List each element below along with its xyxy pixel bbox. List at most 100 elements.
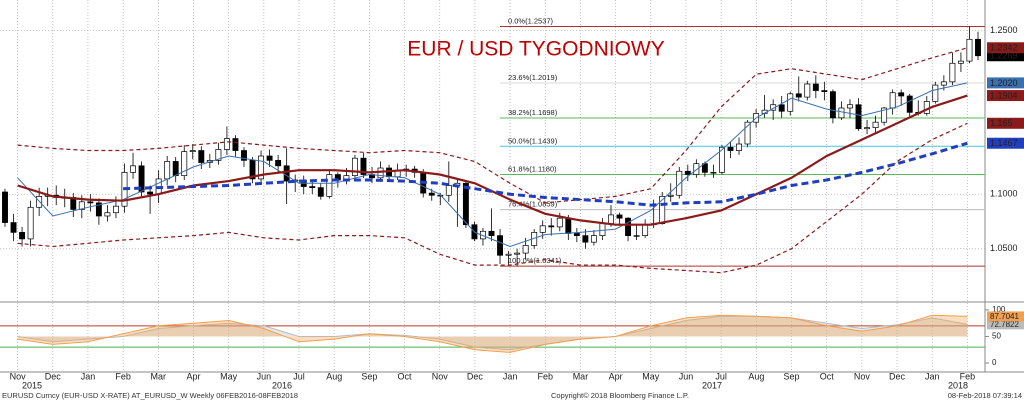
x-tick-label: Nov <box>854 371 871 381</box>
chart-title: EUR / USD TYGODNIOWY <box>407 38 664 61</box>
candle-body <box>957 60 964 64</box>
candle-body <box>2 191 8 223</box>
fib-label: 76.4%(1.0859) <box>508 200 558 209</box>
candle-body <box>573 233 580 236</box>
last-value-label: 1.165 <box>990 118 1013 128</box>
x-tick-label: Dec <box>45 371 62 381</box>
candle-body <box>975 38 981 57</box>
last-value-box <box>987 117 1024 129</box>
x-tick-label: Aug <box>326 371 342 381</box>
candle-body <box>565 217 572 234</box>
y-tick-label: 0 <box>992 358 997 367</box>
x-tick-label: Oct <box>820 371 835 381</box>
x-tick-label: Aug <box>748 371 764 381</box>
candle-body <box>812 83 819 91</box>
candle-body <box>795 93 802 98</box>
footer-left: EURUSD Curncy (EUR-USD X-RATE) AT_EURUSD… <box>2 391 298 400</box>
fib-label: 61.8%(1.1180) <box>508 165 557 174</box>
candle-body <box>582 235 589 243</box>
candle-body <box>428 192 435 196</box>
fib-label: 23.6%(1.2019) <box>508 73 558 82</box>
y-tick-label: 100 <box>992 305 1006 314</box>
candle-body <box>590 235 597 243</box>
candle-body <box>283 165 290 182</box>
indicator-line <box>17 94 968 226</box>
candle-body <box>872 121 879 128</box>
candle-body <box>642 224 649 236</box>
candle-body <box>616 214 623 219</box>
candle-body <box>693 163 700 175</box>
candle-body <box>10 222 17 233</box>
candle-body <box>19 232 26 240</box>
candle-body <box>906 95 913 113</box>
last-value-label: 1.2269 <box>990 51 1018 61</box>
candle-body <box>113 205 119 214</box>
candle-body <box>676 170 683 196</box>
candle-body <box>95 202 102 217</box>
y-tick-label: 1.2500 <box>990 25 1018 35</box>
last-value-box <box>987 90 1024 102</box>
x-tick-label: Apr <box>609 371 623 381</box>
oscillator-line <box>17 314 968 353</box>
candle-body <box>667 194 674 197</box>
fib-label: 50.0%(1.1439) <box>508 136 558 145</box>
x-tick-label: Jul <box>715 371 727 381</box>
candle-body <box>855 104 862 130</box>
candle-body <box>130 165 136 173</box>
candle-body <box>275 160 282 167</box>
x-tick-label: Nov <box>432 371 449 381</box>
x-tick-label: Apr <box>186 371 200 381</box>
candle-body <box>172 161 179 176</box>
candle-body <box>360 157 367 175</box>
candle-body <box>932 84 939 102</box>
fib-label: 100.0%(1.0341) <box>508 256 562 265</box>
candle-body <box>633 235 640 237</box>
candle-body <box>445 185 452 196</box>
x-tick-label: Oct <box>398 371 413 381</box>
oscillator-area <box>17 315 968 353</box>
candle-body <box>736 143 742 151</box>
candle-body <box>966 38 973 62</box>
candle-body <box>78 201 85 210</box>
candle-body <box>223 138 230 150</box>
year-label: 2015 <box>22 380 42 390</box>
candle-body <box>522 245 529 254</box>
candle-body <box>241 150 247 161</box>
candle-body <box>317 187 324 197</box>
x-tick-label: Nov <box>10 371 27 381</box>
candle-body <box>164 161 171 180</box>
last-value-label: 1.2020 <box>990 78 1018 88</box>
candle-body <box>462 182 469 226</box>
last-value-label: 1.1467 <box>990 138 1018 148</box>
indicator-line <box>17 47 968 204</box>
last-value-box <box>987 137 1024 149</box>
candle-body <box>847 104 853 109</box>
footer-right: 08-Feb-2018 07:39:14 <box>948 391 1022 400</box>
indicator-line <box>17 122 968 274</box>
last-value-box <box>987 42 1024 54</box>
x-tick-label: Feb <box>960 371 976 381</box>
last-value-box <box>987 319 1024 330</box>
candle-body <box>514 252 521 255</box>
candle-body <box>949 62 956 83</box>
last-value-label: 72.7822 <box>990 320 1019 329</box>
x-tick-label: Sep <box>361 371 377 381</box>
candle-body <box>198 150 205 163</box>
candle-body <box>778 104 785 112</box>
candle-body <box>138 165 145 193</box>
x-tick-label: Dec <box>467 371 484 381</box>
candle-body <box>804 83 811 98</box>
candle-body <box>625 217 632 236</box>
x-tick-label: Jul <box>293 371 305 381</box>
oscillator-area <box>17 316 968 350</box>
candle-body <box>505 253 512 256</box>
candle-body <box>104 212 111 217</box>
candle-body <box>898 92 905 97</box>
candle-body <box>838 107 845 119</box>
candle-body <box>258 155 265 180</box>
footer-center: Copyright© 2018 Bloomberg Finance L.P. <box>551 391 689 400</box>
x-tick-label: Jan <box>925 371 940 381</box>
candle-body <box>727 146 734 151</box>
candle-body <box>215 149 222 161</box>
